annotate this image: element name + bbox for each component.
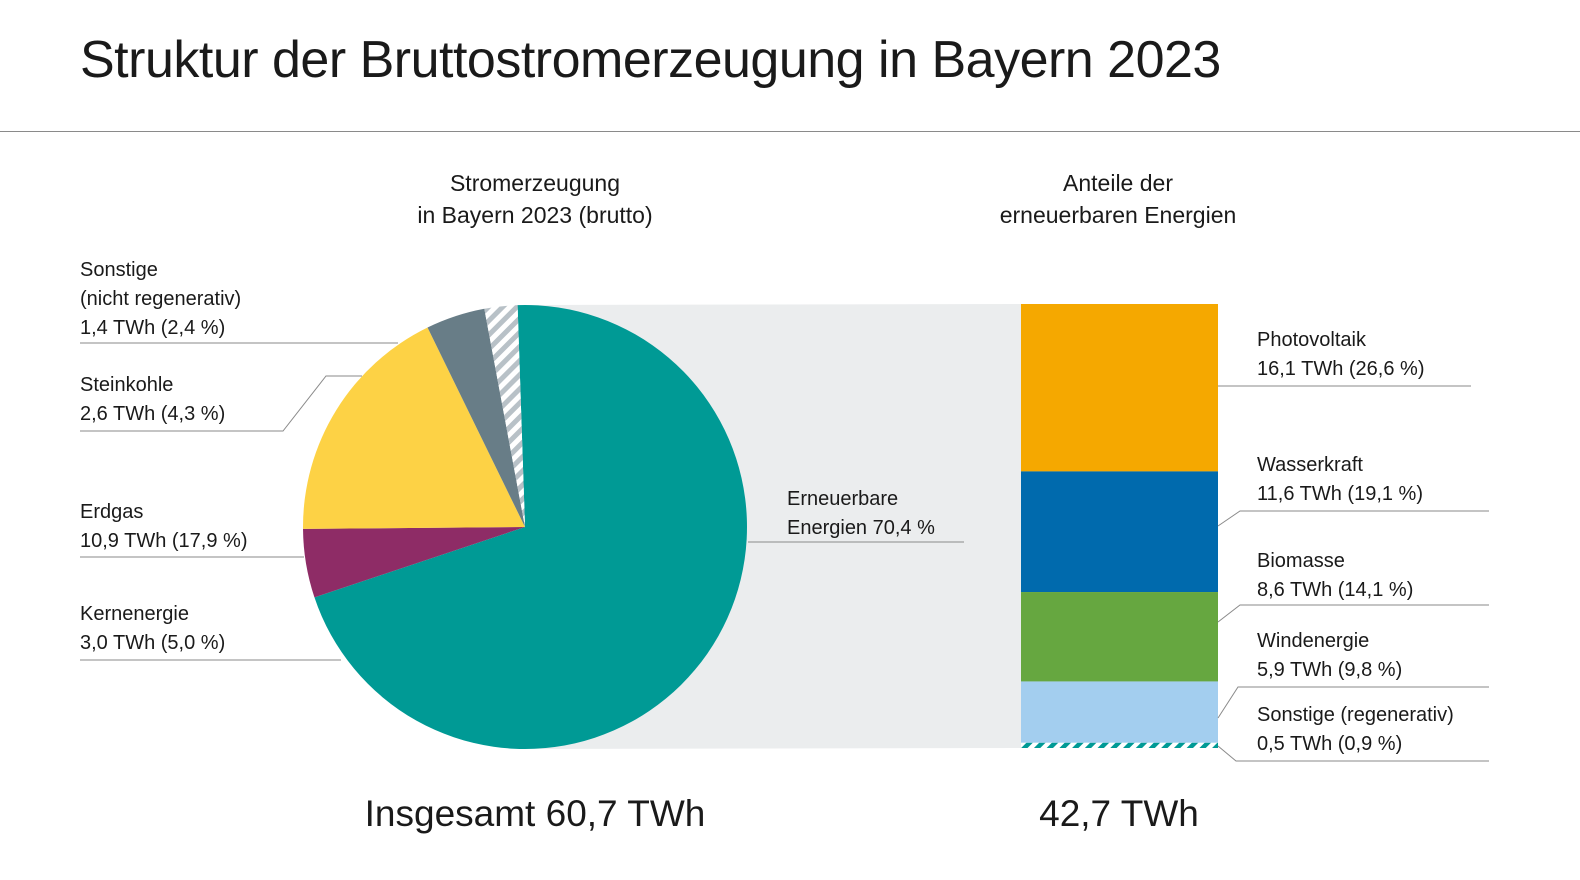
bar-segment-photovoltaik	[1021, 304, 1218, 472]
bar-segment-biomasse	[1021, 592, 1218, 682]
leader-steinkohle	[80, 375, 362, 432]
pie-label-erdgas-line-2: 10,9 TWh (17,9 %)	[80, 530, 247, 552]
pie-label-steinkohle-line-2: 2,6 TWh (4,3 %)	[80, 403, 225, 425]
pie-slice-sonstige_nr	[484, 305, 525, 527]
bar-label-biomasse-line-2: 8,6 TWh (14,1 %)	[1257, 579, 1413, 601]
bar-label-photovoltaik-line-1: Photovoltaik	[1257, 329, 1367, 351]
pie-label-erneuerbare-line-1: Erneuerbare	[787, 488, 898, 510]
bar-label-wasserkraft-line-1: Wasserkraft	[1257, 454, 1363, 476]
pie-heading-line-2: in Bayern 2023 (brutto)	[417, 202, 652, 228]
pie-label-kernenergie-line-2: 3,0 TWh (5,0 %)	[80, 632, 225, 654]
bar-label-biomasse-line-1: Biomasse	[1257, 550, 1345, 572]
bar-segment-windenergie	[1021, 681, 1218, 743]
leader-wasserkraft	[1217, 510, 1489, 527]
pie-label-sonstige_nr-line-3: 1,4 TWh (2,4 %)	[80, 317, 225, 339]
leader-lines	[80, 342, 1489, 762]
pie-slices	[303, 304, 748, 749]
leader-sonstige_r	[1217, 745, 1489, 762]
pie-slice-erneuerbare	[314, 304, 748, 749]
chart-labels: Stromerzeugung in Bayern 2023 (brutto) Ant…	[80, 170, 1454, 834]
pie-label-steinkohle-line-1: Steinkohle	[80, 374, 173, 396]
pie-label-kernenergie-line-1: Kernenergie	[80, 603, 189, 625]
pie-label-sonstige_nr-line-1: Sonstige	[80, 259, 158, 281]
bar-label-sonstige_r-line-1: Sonstige (regenerativ)	[1257, 704, 1454, 726]
bar-label-photovoltaik-line-2: 16,1 TWh (26,6 %)	[1257, 358, 1424, 380]
pie-label-erneuerbare-line-2: Energien 70,4 %	[787, 517, 935, 539]
pie-total: Insgesamt 60,7 TWh	[365, 793, 706, 834]
bar-heading-line-1: Anteile der	[1063, 170, 1173, 196]
bar-label-windenergie-line-1: Windenergie	[1257, 630, 1369, 652]
bar-segment-wasserkraft	[1021, 471, 1218, 593]
leader-windenergie	[1217, 686, 1489, 719]
pie-heading-line-1: Stromerzeugung	[450, 170, 620, 196]
pie-slice-steinkohle	[427, 308, 525, 527]
page-title: Struktur der Bruttostromerzeugung in Bay…	[80, 31, 1221, 89]
pie-label-erdgas-line-1: Erdgas	[80, 501, 143, 523]
bar-label-sonstige_r-line-2: 0,5 TWh (0,9 %)	[1257, 733, 1402, 755]
title-divider	[0, 131, 1580, 132]
bar-segment-sonstige_r	[1021, 742, 1218, 748]
bar-label-windenergie-line-2: 5,9 TWh (9,8 %)	[1257, 659, 1402, 681]
pie-label-sonstige_nr-line-2: (nicht regenerativ)	[80, 288, 241, 310]
pie-slice-kernenergie	[303, 527, 525, 598]
bar-segments	[1021, 304, 1218, 748]
bar-label-wasserkraft-line-2: 11,6 TWh (19,1 %)	[1257, 483, 1423, 505]
pie-slice-erdgas	[303, 327, 525, 529]
bar-total: 42,7 TWh	[1039, 793, 1199, 834]
leader-biomasse	[1217, 604, 1489, 623]
bar-heading-line-2: erneuerbaren Energien	[1000, 202, 1237, 228]
